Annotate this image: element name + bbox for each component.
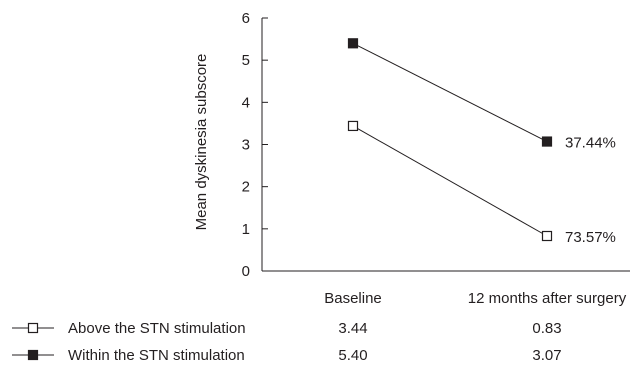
legend-label: Within the STN stimulation xyxy=(68,347,245,364)
table-value: 3.44 xyxy=(338,320,367,337)
open-square-marker xyxy=(347,120,359,132)
x-category-label: 12 months after surgery xyxy=(468,290,627,307)
y-axis-title: Mean dyskinesia subscore xyxy=(193,54,210,231)
table-value: 3.07 xyxy=(532,347,561,364)
x-category-label: Baseline xyxy=(324,290,382,307)
y-tick-label: 0 xyxy=(242,263,250,280)
table-value: 0.83 xyxy=(532,320,561,337)
y-tick-label: 4 xyxy=(242,94,250,111)
y-tick-label: 6 xyxy=(242,10,250,27)
y-tick-label: 3 xyxy=(242,137,250,154)
series-line xyxy=(352,42,548,142)
percent-change-label: 73.57% xyxy=(565,229,616,246)
legend-marker xyxy=(27,349,39,361)
filled-square-marker xyxy=(541,136,553,147)
table-value: 5.40 xyxy=(338,347,367,364)
y-tick-label: 5 xyxy=(242,52,250,69)
y-tick-label: 1 xyxy=(242,221,250,238)
open-square-marker xyxy=(541,230,553,242)
percent-change-label: 37.44% xyxy=(565,135,616,152)
legend-marker xyxy=(27,322,39,334)
legend-label: Above the STN stimulation xyxy=(68,320,246,337)
y-tick-label: 2 xyxy=(242,179,250,196)
series-line xyxy=(352,125,548,237)
filled-square-marker xyxy=(347,38,359,49)
